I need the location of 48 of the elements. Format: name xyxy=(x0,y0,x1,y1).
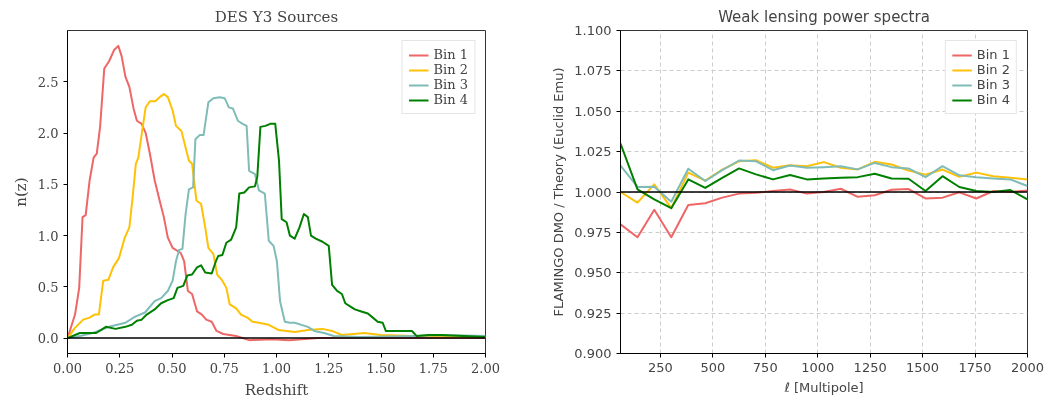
legend-label: Bin 2 xyxy=(433,62,468,77)
x-tick-label: 1000 xyxy=(801,359,835,375)
chart-title: DES Y3 Sources xyxy=(214,7,339,26)
y-tick-label: 1.050 xyxy=(574,103,612,119)
x-axis-title: ℓ [Multipole] xyxy=(783,379,864,395)
y-tick-label: 0.900 xyxy=(574,346,612,361)
y-tick-label: 1.000 xyxy=(574,184,612,200)
y-axis-title: FLAMINGO DMO / Theory (Euclid Emu) xyxy=(551,67,567,317)
legend-label: Bin 1 xyxy=(976,47,1010,62)
line-series xyxy=(620,142,1028,210)
y-tick-label: 1.5 xyxy=(37,177,59,193)
x-tick-label: 750 xyxy=(752,359,778,375)
y-tick-label: 2.5 xyxy=(37,74,59,90)
x-tick-label: 1500 xyxy=(906,359,940,375)
x-tick-label: 1250 xyxy=(853,359,887,375)
y-tick-label: 0.0 xyxy=(37,331,59,347)
x-tick-label: 250 xyxy=(647,359,673,375)
y-tick-label: 1.025 xyxy=(574,144,612,160)
legend-label: Bin 3 xyxy=(433,77,468,92)
y-tick-label: 0.950 xyxy=(574,265,612,281)
legend-label: Bin 4 xyxy=(433,92,468,107)
y-axis-title: n(z) xyxy=(11,177,30,207)
line-series xyxy=(620,187,1028,239)
x-tick-label: 0.00 xyxy=(53,360,82,376)
x-tick-label: 1.25 xyxy=(314,360,344,376)
legend-label: Bin 1 xyxy=(433,47,468,62)
x-tick-label: 1.75 xyxy=(418,360,448,376)
chart-title: Weak lensing power spectra xyxy=(718,7,930,26)
x-tick-label: 0.50 xyxy=(157,360,187,376)
y-tick-label: 0.5 xyxy=(37,279,59,295)
y-tick-label: 1.100 xyxy=(574,23,612,38)
x-axis-title: Redshift xyxy=(244,380,309,399)
x-tick-label: 1.50 xyxy=(366,360,396,376)
y-tick-label: 1.0 xyxy=(37,228,59,244)
y-tick-label: 1.075 xyxy=(574,63,612,79)
x-tick-label: 1750 xyxy=(958,359,992,375)
x-tick-label: 1.00 xyxy=(262,360,291,376)
legend-label: Bin 2 xyxy=(976,62,1010,77)
legend-label: Bin 4 xyxy=(976,92,1010,107)
y-tick-label: 2.0 xyxy=(37,126,59,142)
legend-label: Bin 3 xyxy=(976,77,1010,92)
x-tick-label: 0.25 xyxy=(105,360,135,376)
x-tick-label: 2.00 xyxy=(471,360,500,376)
x-tick-label: 0.75 xyxy=(209,360,239,376)
x-tick-label: 2000 xyxy=(1010,359,1045,375)
x-tick-label: 500 xyxy=(700,359,726,375)
y-tick-label: 0.975 xyxy=(574,224,612,240)
y-tick-label: 0.925 xyxy=(574,305,612,321)
